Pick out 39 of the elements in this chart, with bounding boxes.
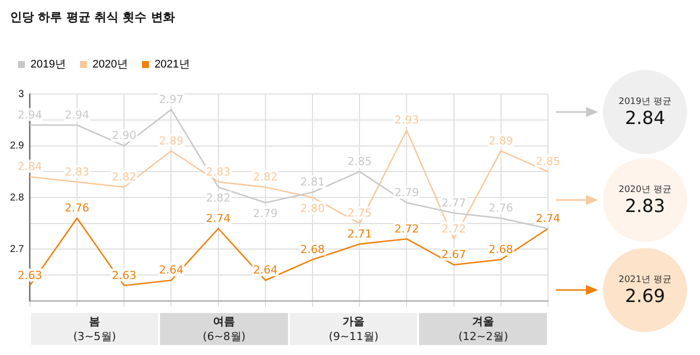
data-label: 2.82: [253, 170, 278, 184]
data-label: 2.64: [158, 264, 184, 277]
data-label: 2.89: [488, 134, 514, 148]
circle: 2019년 평균 2.84: [603, 70, 687, 154]
circle: 2020년 평균 2.83: [603, 158, 687, 242]
text: 여름 (6~8월): [160, 313, 288, 345]
circle: 2021년 평균 2.69: [603, 248, 687, 332]
y-tick-label: 2.8: [10, 192, 24, 204]
legend-label: 2021년: [154, 58, 190, 71]
y-tick-label: 3: [18, 88, 24, 100]
text: 봄 (3~5월): [30, 313, 158, 345]
text: 가을 (9~11월): [290, 313, 418, 345]
data-label: 2.72: [394, 222, 419, 236]
data-label: 2.68: [300, 242, 325, 256]
data-label: 2.74: [206, 212, 231, 225]
y-tick-label: 2.9: [10, 140, 24, 152]
data-label: 2.76: [64, 202, 90, 215]
data-label: 2.64: [253, 264, 278, 277]
data-label: 2.85: [536, 154, 560, 168]
data-label: 2.83: [64, 165, 90, 178]
data-label: 2.80: [300, 202, 325, 215]
data-label: 2.84: [18, 160, 42, 174]
data-label: 2.68: [488, 242, 514, 256]
data-label: 2.82: [112, 170, 136, 184]
legend-label: 2019년: [30, 58, 66, 71]
data-label: 2.67: [442, 248, 466, 262]
legend-label: 2020년: [92, 58, 128, 71]
data-label: 2.93: [394, 114, 419, 127]
data-label: 2.83: [206, 165, 231, 178]
data-label: 2.71: [347, 227, 372, 240]
chart-title: 인당 하루 평균 취식 횟수 변화: [10, 9, 175, 26]
text: 겨울 (12~2월): [419, 313, 547, 345]
data-label: 2.63: [112, 268, 136, 282]
data-label: 2.89: [158, 134, 184, 148]
data-label: 2.75: [347, 206, 372, 220]
y-tick-label: 2.7: [10, 244, 24, 255]
data-label: 2.72: [442, 222, 466, 236]
data-label: 2.63: [18, 268, 42, 282]
data-label: 2.74: [536, 212, 560, 225]
